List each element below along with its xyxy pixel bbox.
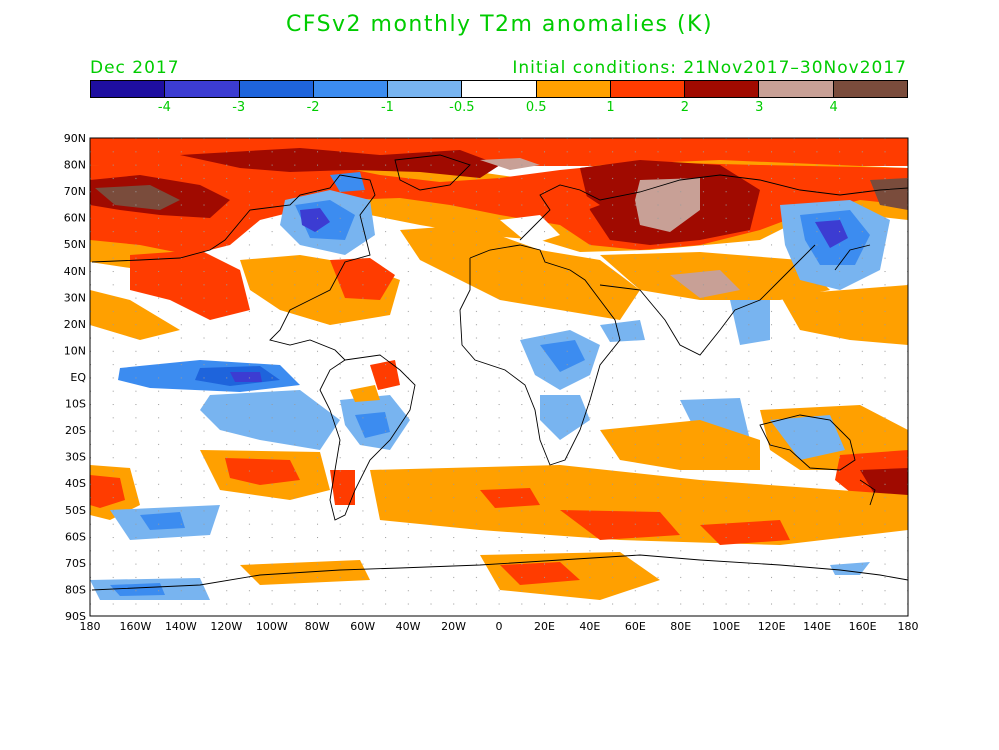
initial-conditions: Initial conditions: 21Nov2017–30Nov2017 [512, 58, 907, 78]
colorbar-swatch [610, 81, 686, 97]
longitude-label: 160W [120, 620, 152, 633]
longitude-label: 60W [350, 620, 375, 633]
latitude-label: 50S [65, 504, 86, 517]
colorbar-label: -1 [380, 100, 394, 115]
chart-title: CFSv2 monthly T2m anomalies (K) [285, 12, 714, 37]
latitude-label: 40S [65, 477, 86, 490]
colorbar-label: -3 [232, 100, 246, 115]
colorbar-label: 4 [829, 100, 838, 115]
colorbar-label: 3 [755, 100, 764, 115]
latitude-label: EQ [70, 371, 86, 384]
colorbar-swatch [833, 81, 907, 97]
longitude-label: 120E [758, 620, 786, 633]
latitude-label: 10N [64, 344, 86, 357]
latitude-label: 80N [64, 159, 86, 172]
longitude-label: 140W [165, 620, 197, 633]
latitude-label: 40N [64, 265, 86, 278]
longitude-label: 20W [441, 620, 466, 633]
colorbar-swatch [313, 81, 389, 97]
colorbar-label: -4 [157, 100, 171, 115]
longitude-label: 120W [210, 620, 242, 633]
longitude-label: 140E [803, 620, 831, 633]
latitude-label: 30N [64, 291, 86, 304]
colorbar-label: -0.5 [449, 100, 475, 115]
latitude-label: 50N [64, 238, 86, 251]
latitude-labels: 90N 80N 70N 60N 50N 40N 30N 20N 10N EQ 10S 20S 30S 40… [64, 132, 87, 623]
colorbar-swatch [759, 81, 834, 97]
longitude-label: 40W [396, 620, 421, 633]
longitude-label: 40E [579, 620, 600, 633]
colorbar-swatch [239, 81, 314, 97]
colorbar-label: 0.5 [525, 100, 547, 115]
longitude-label: 0 [496, 620, 503, 633]
colorbar-swatch [536, 81, 611, 97]
colorbar-swatch [388, 81, 463, 97]
longitude-labels: 180 160W 140W 120W 100W 80W 60W 40W 20W 0 20E 40E 60… [80, 620, 919, 633]
latitude-label: 70S [65, 557, 86, 570]
colorbar-swatch [91, 81, 166, 97]
latitude-label: 60S [65, 530, 86, 543]
longitude-label: 100E [712, 620, 740, 633]
longitude-label: 160E [849, 620, 877, 633]
colorbar-swatch [685, 81, 760, 97]
longitude-label: 100W [256, 620, 288, 633]
longitude-label: 60E [625, 620, 646, 633]
longitude-label: 80W [305, 620, 330, 633]
latitude-label: 90S [65, 610, 86, 623]
latitude-label: 70N [64, 185, 86, 198]
latitude-label: 80S [65, 583, 86, 596]
colorbar-label: -2 [306, 100, 320, 115]
colorbar-label: 1 [606, 100, 615, 115]
latitude-label: 60N [64, 212, 86, 225]
longitude-label: 180 [80, 620, 101, 633]
colorbar-swatch [462, 81, 537, 97]
latitude-label: 10S [65, 398, 86, 411]
longitude-label: 80E [670, 620, 691, 633]
coastlines [91, 154, 908, 591]
colorbar-swatch [165, 81, 240, 97]
latitude-label: 20S [65, 424, 86, 437]
latitude-label: 20N [64, 318, 86, 331]
longitude-label: 20E [534, 620, 555, 633]
colorbar [90, 80, 908, 98]
longitude-label: 180 [898, 620, 919, 633]
colorbar-label: 2 [680, 100, 690, 115]
map-frame [89, 137, 909, 617]
map-grid [90, 138, 908, 616]
latitude-label: 90N [64, 132, 86, 145]
latitude-label: 30S [65, 451, 86, 464]
forecast-month: Dec 2017 [90, 58, 180, 78]
